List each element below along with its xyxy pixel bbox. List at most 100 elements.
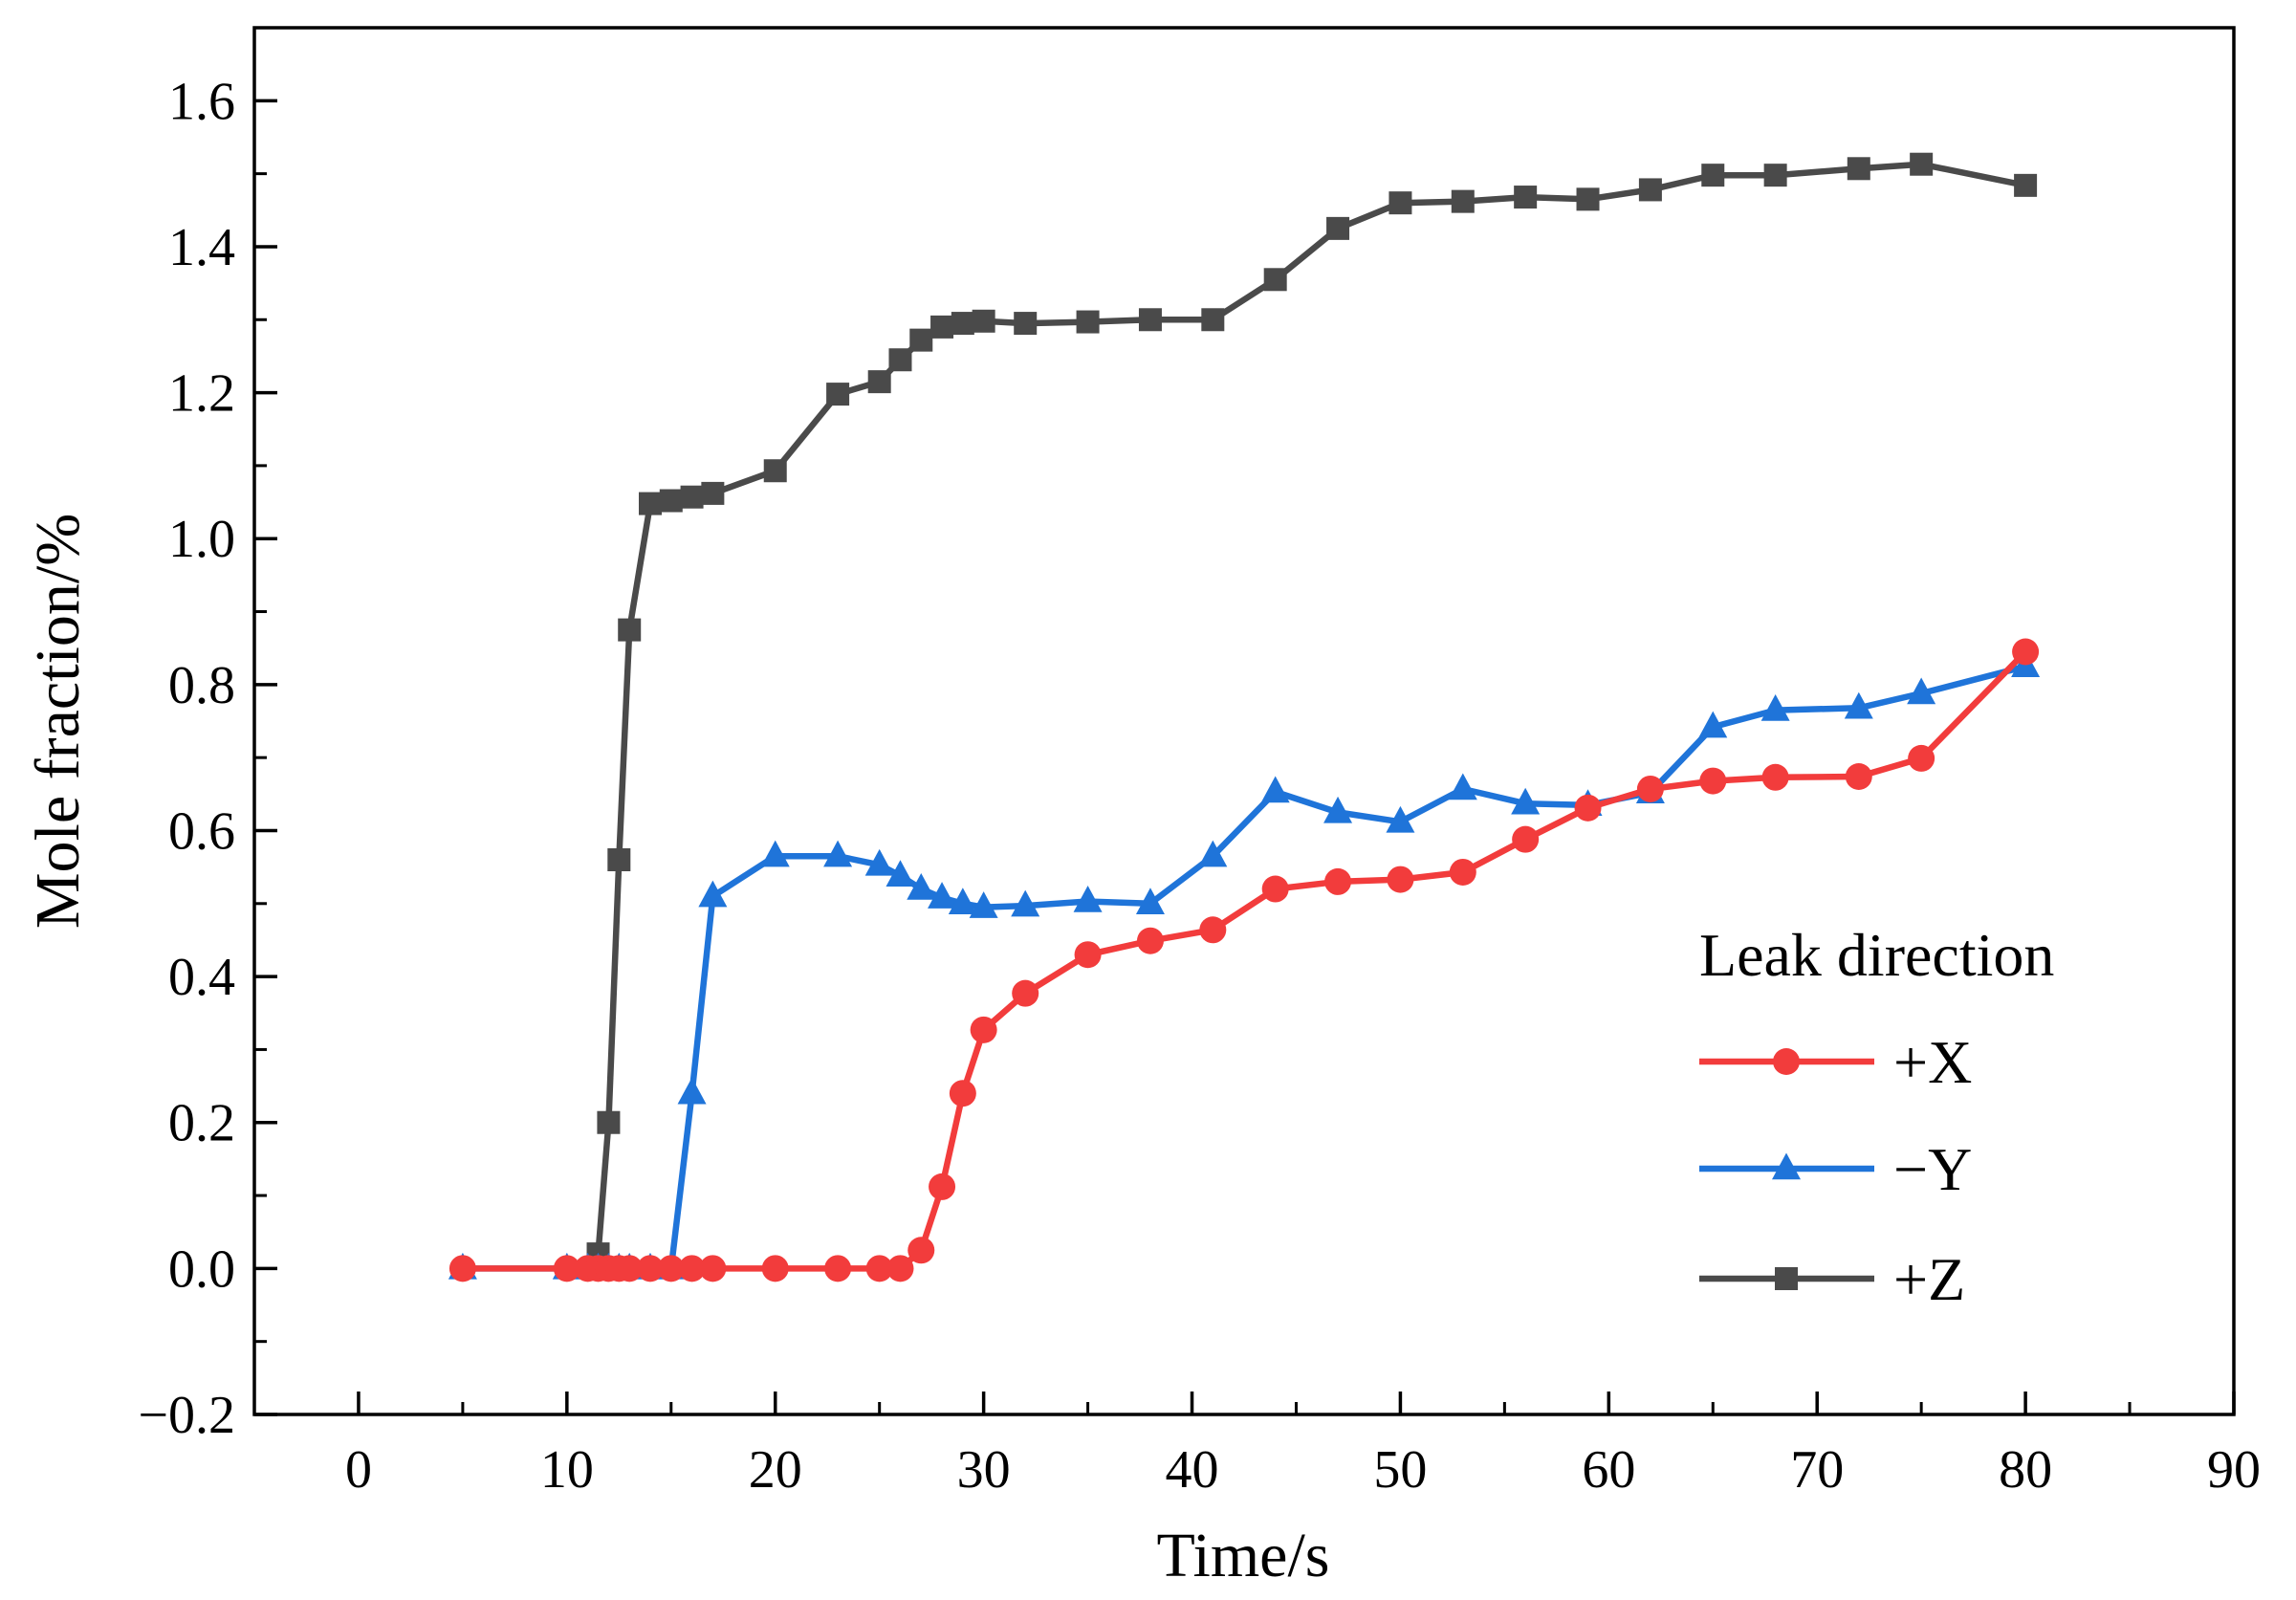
data-point-triangle (1511, 787, 1541, 815)
data-point-triangle (1323, 796, 1353, 823)
data-point-triangle (1135, 888, 1165, 915)
data-point-square (1076, 310, 1100, 334)
data-point-square (2014, 173, 2038, 197)
x-tick-label: 60 (1582, 1440, 1635, 1500)
data-point-square (1201, 308, 1225, 332)
data-point-triangle (698, 880, 728, 908)
data-point-square (888, 348, 912, 372)
data-point-circle (970, 1016, 997, 1043)
data-point-square (763, 459, 787, 483)
legend-label-triangle: −Y (1893, 1135, 1972, 1203)
data-point-triangle (760, 840, 790, 867)
data-point-triangle (1698, 711, 1728, 738)
data-point-triangle (1448, 773, 1477, 800)
data-point-circle (1199, 916, 1227, 944)
data-point-square (607, 848, 631, 871)
data-point-circle (1324, 867, 1352, 895)
data-point-triangle (1260, 776, 1290, 803)
legend-marker-circle (1773, 1048, 1800, 1075)
data-point-circle (1761, 763, 1789, 791)
data-point-triangle (1011, 889, 1040, 917)
data-point-square (659, 489, 683, 513)
data-point-circle (761, 1255, 789, 1282)
data-point-triangle (928, 882, 957, 909)
data-point-square (867, 370, 891, 394)
y-tick-label: −0.2 (138, 1386, 235, 1445)
data-point-square (972, 309, 995, 333)
data-point-triangle (969, 891, 998, 918)
data-point-circle (1261, 875, 1289, 903)
data-point-circle (824, 1255, 852, 1282)
data-point-square (1514, 186, 1538, 209)
data-point-square (1326, 216, 1350, 240)
x-axis-title: Time/s (1157, 1521, 1330, 1590)
data-point-circle (678, 1255, 706, 1282)
data-point-circle (1449, 858, 1476, 886)
data-point-circle (1387, 866, 1414, 893)
data-point-square (1910, 152, 1934, 176)
data-point-square (1263, 268, 1287, 292)
data-point-square (1763, 164, 1787, 187)
data-point-square (1701, 164, 1725, 187)
y-tick-label: 0.6 (168, 801, 235, 861)
data-point-triangle (864, 848, 894, 876)
data-point-triangle (1073, 886, 1103, 912)
data-point-triangle (1760, 694, 1790, 721)
data-point-square (639, 492, 662, 515)
y-axis-ticks: −0.2 0.0 0.2 0.4 0.6 0.8 1.0 1.2 1.4 1.6 (138, 72, 277, 1445)
data-point-circle (657, 1255, 685, 1282)
data-point-circle (929, 1173, 956, 1200)
x-tick-label: 40 (1166, 1440, 1219, 1500)
data-point-square (1389, 191, 1412, 215)
data-point-circle (886, 1255, 914, 1282)
data-point-circle (553, 1255, 580, 1282)
data-point-circle (1074, 941, 1102, 969)
series-circle (448, 638, 2040, 1282)
y-tick-label: 1.2 (168, 364, 235, 424)
data-point-circle (2012, 638, 2040, 666)
data-point-circle (1699, 767, 1727, 795)
data-point-triangle (1844, 691, 1873, 719)
data-point-circle (907, 1237, 935, 1264)
data-point-circle (1845, 763, 1872, 790)
x-tick-label: 20 (749, 1440, 802, 1500)
legend: Leak direction +X −Y +Z (1699, 921, 2054, 1313)
data-point-square (618, 618, 642, 642)
x-tick-label: 90 (2207, 1440, 2261, 1500)
data-point-circle (1908, 744, 1935, 772)
data-point-square (701, 481, 725, 505)
data-point-circle (1636, 775, 1664, 802)
data-point-triangle (677, 1077, 707, 1105)
y-tick-label: 1.6 (168, 72, 235, 131)
x-tick-label: 30 (957, 1440, 1011, 1500)
data-point-triangle (886, 860, 915, 888)
data-point-square (951, 312, 974, 336)
series-layer (448, 152, 2041, 1282)
data-point-square (909, 328, 933, 352)
data-point-square (1138, 308, 1162, 332)
y-tick-label: 0.8 (168, 656, 235, 715)
data-point-square (1576, 187, 1600, 211)
data-point-triangle (948, 888, 977, 915)
data-point-circle (1574, 794, 1602, 822)
data-point-circle (1136, 927, 1164, 954)
data-point-triangle (907, 873, 936, 900)
data-point-circle (949, 1080, 976, 1107)
data-point-circle (1012, 979, 1039, 1007)
legend-label-square: +Z (1893, 1245, 1965, 1313)
x-tick-label: 50 (1373, 1440, 1427, 1500)
legend-title: Leak direction (1699, 921, 2054, 989)
data-point-triangle (1198, 840, 1228, 867)
x-tick-label: 70 (1790, 1440, 1844, 1500)
data-point-triangle (1386, 805, 1415, 833)
data-point-circle (699, 1255, 727, 1282)
data-point-square (597, 1110, 621, 1134)
x-tick-label: 10 (540, 1440, 594, 1500)
data-point-square (826, 383, 850, 406)
data-point-square (1847, 157, 1870, 181)
data-point-square (1638, 178, 1662, 202)
data-point-triangle (823, 840, 853, 867)
data-point-triangle (1907, 677, 1936, 705)
y-tick-label: 1.0 (168, 510, 235, 569)
data-point-circle (637, 1255, 664, 1282)
